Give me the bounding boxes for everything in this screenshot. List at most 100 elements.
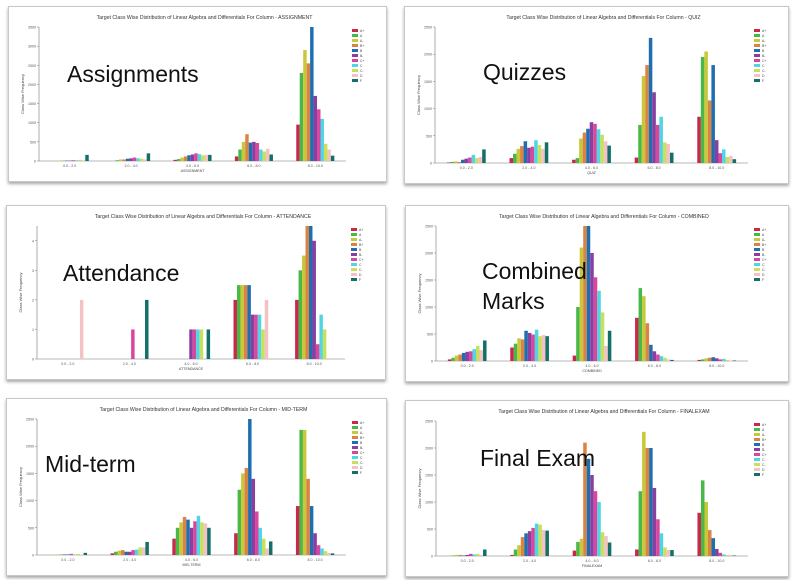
y-tick-label: 1000	[424, 107, 432, 111]
bar	[71, 160, 75, 161]
bar	[534, 523, 539, 556]
bar	[465, 554, 469, 556]
legend-label: A	[359, 233, 362, 237]
y-tick-label: 1000	[28, 121, 36, 125]
bar	[186, 519, 190, 555]
panel-quizzes: Target Class Wise Distribution of Linear…	[404, 6, 789, 184]
bar	[330, 155, 335, 161]
legend-label: B	[762, 443, 765, 447]
bar	[652, 351, 657, 361]
bar	[718, 153, 722, 163]
bar	[597, 290, 601, 361]
legend-swatch	[352, 69, 358, 72]
bar	[295, 506, 300, 555]
bar	[479, 350, 484, 361]
bar	[721, 149, 726, 163]
bar	[146, 153, 151, 161]
bar	[704, 51, 708, 164]
bar	[541, 148, 545, 163]
legend-swatch	[352, 461, 358, 464]
legend-swatch	[754, 248, 760, 251]
bar	[475, 345, 480, 361]
panel-combined-marks: Target Class Wise Distribution of Linear…	[405, 205, 789, 382]
legend-label: B+	[762, 44, 766, 48]
x-tick-label: 0.0 - 2.0	[63, 164, 76, 168]
bar	[634, 157, 639, 163]
bar	[483, 340, 487, 361]
bar	[635, 549, 639, 556]
legend-label: A+	[762, 29, 766, 33]
legend-swatch	[754, 458, 760, 461]
bar	[659, 356, 664, 361]
y-axis-label: Class Wise Frequency	[18, 467, 23, 507]
bar	[245, 134, 249, 161]
legend-swatch	[754, 448, 760, 451]
panel-label: Final Exam	[480, 445, 596, 471]
legend-swatch	[754, 438, 760, 441]
bar	[457, 161, 462, 163]
bar	[666, 143, 670, 163]
bar	[670, 359, 674, 361]
legend-swatch	[754, 34, 760, 37]
bar	[603, 141, 608, 163]
legend-label: D	[359, 273, 362, 277]
bar	[541, 530, 546, 556]
bar	[663, 547, 667, 556]
legend-label: A-	[359, 238, 362, 242]
legend-swatch	[754, 238, 760, 241]
bar	[306, 63, 311, 161]
bar	[115, 160, 119, 161]
bar	[302, 429, 307, 555]
legend-swatch	[352, 29, 358, 32]
x-tick-label: 0.0 - 2.0	[61, 558, 74, 562]
bar	[296, 124, 300, 161]
bar	[708, 530, 712, 556]
bar	[725, 157, 730, 163]
legend-swatch	[754, 443, 760, 446]
bar	[645, 65, 649, 163]
y-tick-label: 1500	[424, 80, 432, 84]
bar	[244, 467, 249, 555]
bar	[641, 75, 646, 163]
bar	[729, 360, 733, 361]
y-tick-label: 2000	[424, 53, 432, 57]
legend-swatch	[754, 453, 760, 456]
bar	[451, 357, 455, 361]
bar	[513, 153, 517, 163]
bar	[538, 524, 542, 556]
bar	[649, 448, 653, 556]
bar	[471, 154, 476, 163]
bar	[645, 448, 650, 556]
bar	[196, 515, 201, 555]
bar	[715, 358, 719, 361]
bar	[76, 553, 81, 555]
bar	[656, 519, 660, 556]
legend-label: A	[762, 233, 765, 237]
bar	[315, 344, 320, 359]
bar	[145, 541, 149, 555]
legend-label: D	[762, 468, 765, 472]
bar	[262, 538, 266, 555]
bar	[250, 314, 255, 359]
bar	[461, 555, 466, 556]
bar	[579, 247, 584, 361]
bar	[183, 156, 188, 161]
panel-attendance: Target Class Wise Distribution of Linear…	[6, 205, 386, 380]
bar	[572, 550, 577, 556]
bar	[257, 314, 262, 359]
legend-swatch	[754, 228, 760, 231]
x-axis-label: COMBINED	[582, 369, 602, 373]
bar	[305, 226, 309, 359]
y-tick-label: 2500	[26, 418, 34, 422]
legend-label: C+	[762, 453, 766, 457]
y-tick-label: 500	[427, 333, 433, 337]
bar	[576, 541, 580, 556]
bar	[269, 154, 273, 161]
y-tick-label: 500	[426, 134, 432, 138]
bar	[330, 553, 335, 555]
bar	[725, 554, 730, 556]
bar	[545, 530, 549, 556]
y-axis-label: Class Wise Frequency	[20, 74, 25, 114]
y-tick-label: 1500	[28, 102, 36, 106]
y-tick-label: 2	[32, 298, 34, 302]
